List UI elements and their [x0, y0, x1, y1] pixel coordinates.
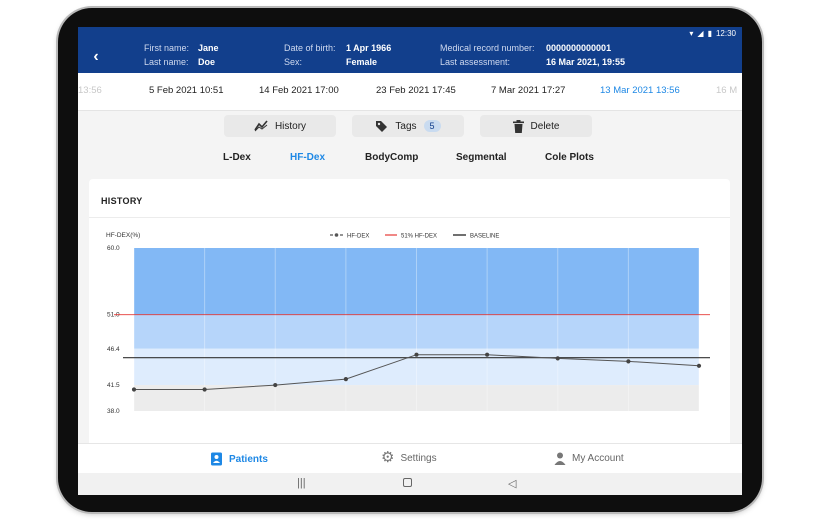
data-point: [696, 363, 702, 368]
last-assessment-label: Last assessment:: [440, 57, 511, 67]
mrn-label: Medical record number:: [440, 43, 535, 53]
dob-label: Date of birth:: [284, 43, 336, 53]
patient-header: ‹ First name: Jane Last name: Doe Date o…: [78, 41, 742, 73]
last-name-value: Doe: [198, 57, 216, 67]
tags-count-badge: 5: [423, 120, 441, 132]
data-point: [131, 387, 137, 392]
y-tick-label: 41.5: [107, 382, 120, 389]
recents-icon[interactable]: |||: [297, 477, 306, 489]
card-divider: [89, 217, 730, 218]
assessment-date-strip: 13:56 5 Feb 2021 10:51 14 Feb 2021 17:00…: [78, 73, 742, 111]
legend: HF-DEX 51% HF-DEX BASELINE: [330, 233, 499, 240]
hf-dex-history-chart: HF-DEX(%) HF-DEX 51% HF-DEX BASELINE 60.…: [106, 232, 710, 415]
legend-label: BASELINE: [470, 234, 499, 240]
date-item[interactable]: 16 M: [716, 85, 738, 96]
history-button[interactable]: History: [224, 115, 336, 137]
legend-label: HF-DEX: [347, 234, 369, 240]
tab-bodycomp[interactable]: BodyComp: [365, 152, 419, 163]
date-item[interactable]: 5 Feb 2021 10:51: [149, 85, 224, 96]
tab-cole-plots[interactable]: Cole Plots: [545, 152, 594, 163]
back-arrow-icon[interactable]: ‹: [93, 48, 99, 65]
y-tick-label: 60.0: [107, 245, 120, 252]
gear-icon: ⚙: [381, 449, 395, 466]
trend-icon: [254, 120, 268, 132]
delete-label: Delete: [530, 120, 560, 132]
nav-my-account[interactable]: My Account: [554, 452, 624, 465]
legend-label: 51% HF-DEX: [401, 234, 437, 240]
date-item[interactable]: 13:56: [78, 85, 102, 96]
range-band: [134, 385, 699, 411]
date-item[interactable]: 7 Mar 2021 17:27: [491, 85, 566, 96]
battery-icon: ▮: [707, 29, 712, 38]
y-tick-label: 46.4: [107, 346, 120, 353]
tab-segmental[interactable]: Segmental: [456, 152, 507, 163]
sex-value: Female: [346, 57, 378, 67]
range-band: [134, 248, 699, 315]
date-item-selected[interactable]: 13 Mar 2021 13:56: [600, 85, 680, 96]
date-item[interactable]: 14 Feb 2021 17:00: [259, 85, 339, 96]
nav-patients[interactable]: Patients: [210, 452, 268, 466]
tag-icon: [376, 120, 388, 132]
data-point: [273, 382, 278, 388]
hf-dex-points: [131, 352, 702, 392]
tab-hf-dex[interactable]: HF-Dex: [290, 152, 326, 163]
status-time: 12:30: [715, 29, 736, 38]
last-assessment-value: 16 Mar 2021, 19:55: [546, 57, 626, 67]
delete-button[interactable]: Delete: [480, 115, 592, 137]
mrn-value: 0000000000001: [546, 43, 612, 53]
tags-button[interactable]: Tags 5: [352, 115, 464, 137]
signal-icon: ◢: [697, 29, 704, 38]
date-item[interactable]: 23 Feb 2021 17:45: [376, 85, 456, 96]
data-point: [485, 352, 490, 357]
tab-l-dex[interactable]: L-Dex: [223, 152, 251, 163]
sex-label: Sex:: [284, 57, 303, 67]
wifi-icon: ▾: [689, 29, 694, 38]
dob-value: 1 Apr 1966: [346, 43, 392, 53]
bottom-navigation: Patients ⚙ Settings My Account: [78, 443, 742, 474]
nav-settings-label: Settings: [400, 452, 437, 464]
last-name-label: Last name:: [144, 57, 189, 67]
range-bands: [134, 248, 699, 411]
back-triangle-icon[interactable]: ◁: [508, 478, 517, 490]
home-icon[interactable]: [403, 478, 412, 487]
vertical-gridlines: [133, 248, 700, 411]
nav-my-account-label: My Account: [572, 453, 624, 464]
trash-icon: [512, 119, 524, 133]
y-tick-labels: 60.0 51.0 46.4 41.5 38.0: [107, 245, 120, 415]
first-name-label: First name:: [144, 43, 190, 53]
data-point: [343, 377, 348, 382]
person-icon: [554, 452, 566, 465]
y-axis-label: HF-DEX(%): [106, 232, 140, 239]
data-point: [414, 352, 419, 357]
measurement-tabs: L-Dex HF-Dex BodyComp Segmental Cole Plo…: [78, 152, 742, 166]
data-point: [555, 356, 560, 361]
y-tick-label: 51.0: [107, 312, 120, 319]
system-navigation-bar: ||| ◁: [78, 473, 742, 495]
data-point: [202, 387, 207, 392]
nav-patients-label: Patients: [229, 453, 268, 465]
nav-settings[interactable]: ⚙ Settings: [381, 449, 437, 466]
first-name-value: Jane: [198, 43, 219, 53]
card-title: HISTORY: [101, 196, 143, 206]
patients-icon: [211, 452, 222, 466]
history-label: History: [274, 120, 307, 132]
data-point: [626, 359, 631, 364]
range-band: [134, 314, 699, 349]
legend-marker-hfdex: [334, 233, 339, 237]
y-tick-label: 38.0: [107, 408, 120, 415]
status-bar: ▾ ◢ ▮ 12:30: [78, 27, 742, 41]
tags-label: Tags: [395, 120, 417, 132]
